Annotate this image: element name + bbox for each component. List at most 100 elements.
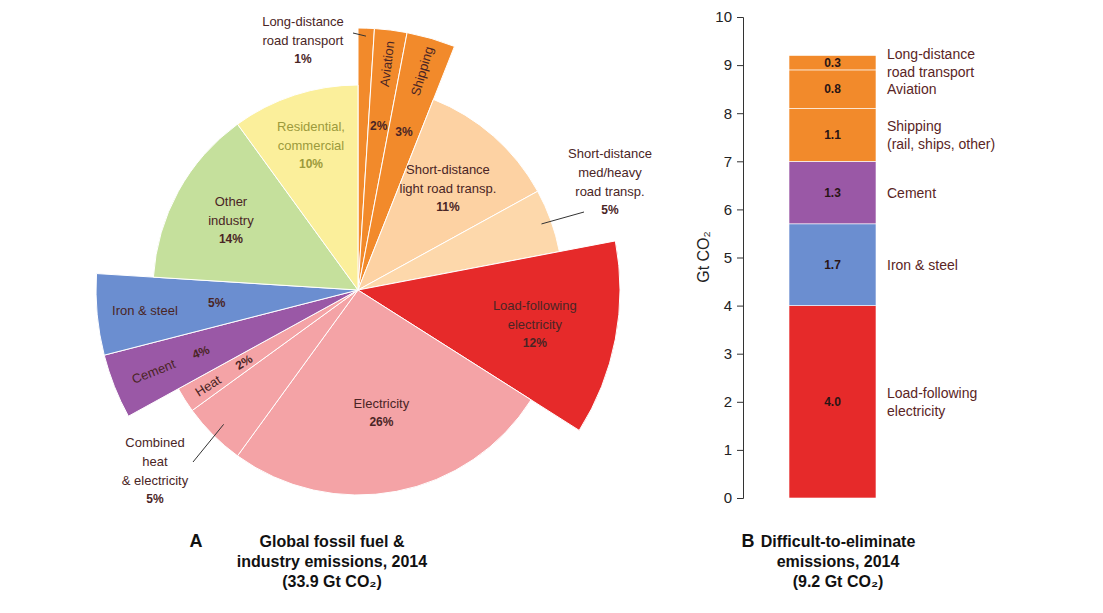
tick-label: 7 [724, 153, 732, 170]
tick: 9 [724, 56, 743, 73]
tick: 5 [724, 249, 743, 266]
bar-segment [789, 224, 876, 306]
slice-label-line: Shipping [407, 45, 436, 98]
legend-label: Cement [887, 185, 936, 201]
axis-title: Gt CO₂ [695, 231, 712, 283]
slice-label-line: electricity [508, 316, 563, 331]
slice-label-line: Residential, [277, 119, 345, 134]
tick-label: 4 [724, 297, 732, 314]
slice-value-label: 5% [208, 296, 226, 310]
tick-label: 5 [724, 249, 732, 266]
slice-value-label-line: 11% [436, 200, 460, 214]
tick-mark [737, 65, 743, 66]
data-label: 1.3 [824, 186, 841, 200]
chart-title-line: industry emissions, 2014 [237, 553, 427, 570]
slice-value-label-line: 2% [370, 119, 388, 133]
tick-label: 3 [724, 345, 732, 362]
slice-value-label-line: 5% [208, 296, 226, 310]
plot-area [789, 55, 876, 498]
tick-label: 9 [724, 56, 732, 73]
legend-label: Iron & steel [887, 257, 958, 273]
tick-mark [737, 402, 743, 403]
background [0, 0, 1103, 613]
legend-label: Long-distanceroad transport [887, 46, 975, 80]
pie-labels: Long-distanceroad transport1%Aviation2%S… [112, 14, 652, 506]
data-label-line: 0.3 [824, 56, 841, 70]
slice-label-line: road transp. [575, 183, 644, 198]
slice-value-label-line: 14% [219, 232, 243, 246]
slice-label-line: Iron & steel [112, 303, 178, 318]
slice-label-line: Heat [192, 371, 224, 399]
slice-label: Load-following electricity [493, 297, 577, 331]
slice-value-label: 11% [436, 200, 460, 214]
legend-label-line: (rail, ships, other) [887, 136, 995, 152]
slice-value-label: 2% [370, 119, 388, 133]
slice-label: Otherindustry [208, 194, 254, 228]
slice-value-label-line: 10% [299, 157, 323, 171]
chart-title-line: Global fossil fuel & [260, 533, 405, 550]
chart-title-line: Difficult-to-eliminate [761, 533, 916, 550]
legend-label-line: Long-distance [887, 46, 975, 62]
tick-mark [737, 354, 743, 355]
chart-title-line: (9.2 Gt CO₂) [793, 573, 884, 590]
data-label-line: 0.8 [824, 82, 841, 96]
tick-mark [737, 161, 743, 162]
tick: 0 [724, 489, 743, 506]
tick: 3 [724, 345, 743, 362]
slice-label-line: Long-distance [262, 14, 344, 29]
tick: 1 [724, 441, 743, 458]
panel-label: A [190, 531, 203, 551]
tick-mark [737, 306, 743, 307]
slice-label: Iron & steel [112, 303, 178, 318]
data-label: 0.8 [824, 82, 841, 96]
panel-label: B [742, 531, 755, 551]
slice-value-label-line: 1% [294, 52, 312, 66]
y-axis: 012345678910 [715, 8, 743, 506]
slice-label-line: Combined [125, 434, 184, 449]
tick-mark [737, 258, 743, 259]
slice-value-label: 3% [395, 125, 413, 139]
bar-segment [789, 70, 876, 108]
slice-value-label: 14% [219, 232, 243, 246]
slice-value-label-line: 2% [233, 352, 255, 373]
data-label-line: 4.0 [824, 395, 841, 409]
slice-label-line: Load-following [493, 297, 577, 312]
bar-segment [789, 55, 876, 69]
slice-label-line: Electricity [354, 396, 410, 411]
tick: 2 [724, 393, 743, 410]
tick-label: 1 [724, 441, 732, 458]
tick-label: 10 [715, 8, 732, 25]
slice-label: Long-distanceroad transport [262, 14, 344, 48]
tick: 6 [724, 201, 743, 218]
slice-label-line: Short-distance [406, 161, 490, 176]
slice-label: Electricity [354, 396, 410, 411]
pie-chart: Long-distanceroad transport1%Aviation2%S… [96, 14, 652, 590]
slice-value-label: 12% [523, 336, 547, 350]
slices [96, 28, 620, 495]
slice-label-line: Cement [130, 355, 178, 386]
legend-label-line: Iron & steel [887, 257, 958, 273]
tick-mark [737, 450, 743, 451]
legend-label: Aviation [887, 81, 937, 97]
chart-title-line: emissions, 2014 [777, 553, 900, 570]
slice-value-label-line: 12% [523, 336, 547, 350]
tick-mark [737, 17, 743, 18]
slice-label: Residential,commercial [277, 119, 345, 153]
panel-label-line: A [190, 531, 203, 551]
slice-label-line: light road transp. [400, 180, 497, 195]
data-label-line: 1.7 [824, 258, 841, 272]
legend-label-line: electricity [887, 403, 945, 419]
slice-value-label: 4% [190, 342, 212, 362]
axis-title-line: Gt CO₂ [695, 231, 712, 283]
legend-label-line: Shipping [887, 118, 942, 134]
tick-mark [737, 498, 743, 499]
leader-line [541, 212, 584, 224]
tick-label: 2 [724, 393, 732, 410]
tick: 4 [724, 297, 743, 314]
slice-label: Heat [192, 371, 224, 399]
slice-label: Cement [130, 355, 178, 386]
tick: 10 [715, 8, 743, 25]
slice-label: Short-distance light road transp. [400, 161, 497, 195]
bar-chart: 012345678910Gt CO₂4.0Load-followingelect… [695, 8, 996, 589]
slice-label-line: Short-distance [568, 145, 652, 160]
